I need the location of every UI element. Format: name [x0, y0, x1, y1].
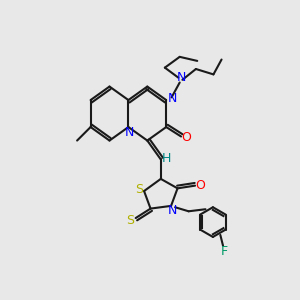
- Text: N: N: [167, 92, 177, 105]
- Text: S: S: [126, 214, 134, 227]
- Text: N: N: [176, 71, 186, 84]
- Text: O: O: [181, 131, 191, 144]
- Text: S: S: [135, 183, 143, 196]
- Text: H: H: [162, 152, 171, 165]
- Text: O: O: [195, 179, 205, 192]
- Text: N: N: [168, 204, 177, 217]
- Text: F: F: [221, 245, 228, 258]
- Text: N: N: [125, 127, 134, 140]
